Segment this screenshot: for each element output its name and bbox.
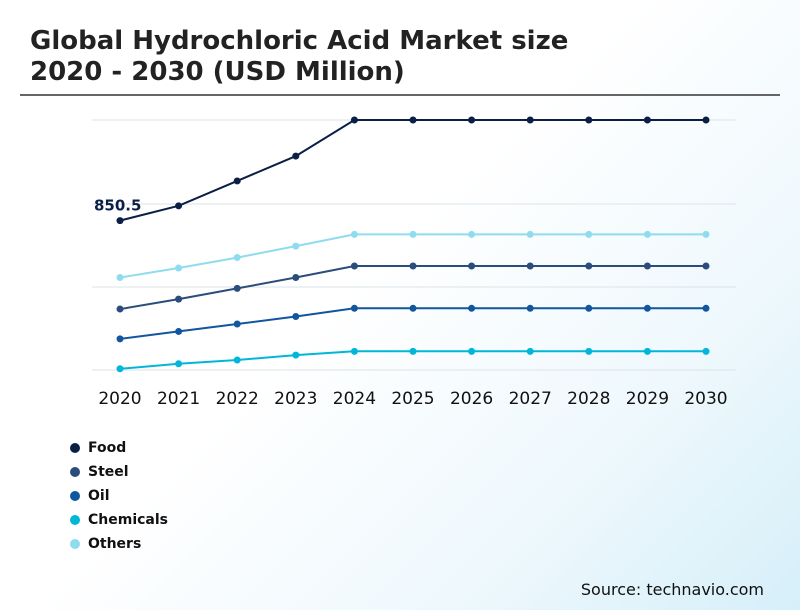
data-point-food-2028 <box>585 116 593 124</box>
data-point-steel-2025 <box>409 262 417 270</box>
data-point-chemicals-2026 <box>468 347 476 355</box>
data-point-others-2026 <box>468 230 476 238</box>
data-point-others-2027 <box>526 230 534 238</box>
data-point-food-2030 <box>702 116 710 124</box>
data-point-food-2020 <box>116 217 124 225</box>
source-credit: Source: technavio.com <box>580 580 764 599</box>
x-tick-label-2021: 2021 <box>157 389 200 409</box>
data-point-chemicals-2027 <box>526 347 534 355</box>
data-point-oil-2023 <box>292 313 300 321</box>
data-point-others-2021 <box>175 264 183 272</box>
series-line-steel <box>119 265 706 311</box>
data-point-steel-2030 <box>702 262 710 270</box>
data-point-oil-2024 <box>350 304 358 312</box>
x-tick-label-2020: 2020 <box>98 389 141 409</box>
x-tick-label-2025: 2025 <box>391 389 434 409</box>
data-point-chemicals-2025 <box>409 347 417 355</box>
series-line-others <box>119 233 706 279</box>
legend-item-oil: Oil <box>70 484 168 508</box>
x-tick-label-2027: 2027 <box>509 389 552 409</box>
data-point-food-2021 <box>175 202 183 210</box>
data-point-steel-2023 <box>292 273 300 281</box>
x-tick-label-2030: 2030 <box>684 389 727 409</box>
data-point-chemicals-2023 <box>292 351 300 359</box>
data-point-oil-2028 <box>585 304 593 312</box>
series-line-food <box>119 119 706 222</box>
data-point-steel-2028 <box>585 262 593 270</box>
legend-marker-oil <box>70 491 80 501</box>
data-point-chemicals-2020 <box>116 365 124 373</box>
data-point-chemicals-2024 <box>350 347 358 355</box>
data-label-food-2020: 850.5 <box>94 197 141 215</box>
legend-item-others: Others <box>70 532 168 556</box>
data-point-steel-2021 <box>175 295 183 303</box>
data-point-others-2030 <box>702 230 710 238</box>
data-point-oil-2021 <box>175 327 183 335</box>
data-point-oil-2026 <box>468 304 476 312</box>
legend-item-chemicals: Chemicals <box>70 508 168 532</box>
x-tick-label-2022: 2022 <box>216 389 259 409</box>
legend-label-others: Others <box>88 536 142 552</box>
legend-marker-food <box>70 443 80 453</box>
data-point-food-2022 <box>233 177 241 185</box>
data-point-oil-2020 <box>116 335 124 343</box>
data-point-food-2023 <box>292 152 300 160</box>
data-point-oil-2022 <box>233 320 241 328</box>
data-point-food-2029 <box>643 116 651 124</box>
data-point-chemicals-2029 <box>643 347 651 355</box>
x-tick-label-2028: 2028 <box>567 389 610 409</box>
data-point-chemicals-2022 <box>233 356 241 364</box>
data-point-food-2027 <box>526 116 534 124</box>
data-point-others-2023 <box>292 242 300 250</box>
data-point-others-2022 <box>233 254 241 262</box>
x-tick-label-2023: 2023 <box>274 389 317 409</box>
data-point-others-2029 <box>643 230 651 238</box>
chart-legend: Food Steel Oil Chemicals Others <box>70 436 168 556</box>
data-point-food-2026 <box>468 116 476 124</box>
x-tick-label-2029: 2029 <box>626 389 669 409</box>
data-point-oil-2027 <box>526 304 534 312</box>
data-point-steel-2024 <box>350 262 358 270</box>
data-point-steel-2022 <box>233 284 241 292</box>
data-point-oil-2025 <box>409 304 417 312</box>
legend-label-chemicals: Chemicals <box>88 512 169 528</box>
legend-marker-others <box>70 539 80 549</box>
title-divider <box>20 94 780 96</box>
chart-title: Global Hydrochloric Acid Market size 202… <box>30 26 568 88</box>
chart-title-line2: 2020 - 2030 (USD Million) <box>30 57 405 87</box>
legend-item-food: Food <box>70 436 168 460</box>
x-tick-label-2024: 2024 <box>333 389 376 409</box>
data-point-steel-2026 <box>468 262 476 270</box>
data-point-oil-2030 <box>702 304 710 312</box>
data-point-food-2024 <box>350 116 358 124</box>
data-point-oil-2029 <box>643 304 651 312</box>
data-point-steel-2020 <box>116 305 124 313</box>
data-point-others-2025 <box>409 230 417 238</box>
data-point-steel-2029 <box>643 262 651 270</box>
legend-item-steel: Steel <box>70 460 168 484</box>
data-point-steel-2027 <box>526 262 534 270</box>
data-point-chemicals-2028 <box>585 347 593 355</box>
series-line-oil <box>119 307 706 340</box>
legend-marker-steel <box>70 467 80 477</box>
data-point-chemicals-2030 <box>702 347 710 355</box>
data-point-food-2025 <box>409 116 417 124</box>
data-point-others-2024 <box>350 230 358 238</box>
data-point-others-2020 <box>116 273 124 281</box>
legend-label-steel: Steel <box>88 464 129 480</box>
legend-label-oil: Oil <box>88 488 110 504</box>
x-tick-label-2026: 2026 <box>450 389 493 409</box>
legend-label-food: Food <box>88 440 127 456</box>
data-point-chemicals-2021 <box>175 360 183 368</box>
legend-marker-chemicals <box>70 515 80 525</box>
data-point-others-2028 <box>585 230 593 238</box>
chart-title-line1: Global Hydrochloric Acid Market size <box>30 26 569 56</box>
